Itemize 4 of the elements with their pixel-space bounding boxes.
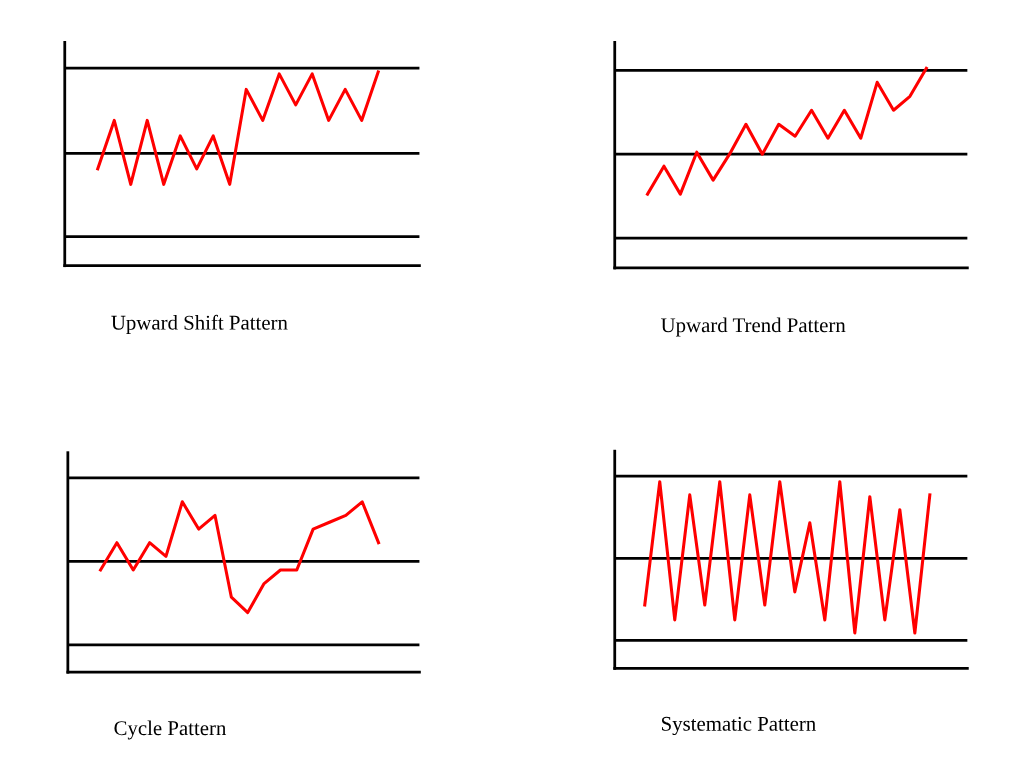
x-axis-title: Upward Trend Pattern [661, 317, 846, 337]
x-axis-title: Upward Shift Pattern [111, 314, 288, 334]
x-axis-title: Cycle Pattern [114, 720, 227, 740]
x-axis-title: Systematic Pattern [661, 716, 816, 736]
